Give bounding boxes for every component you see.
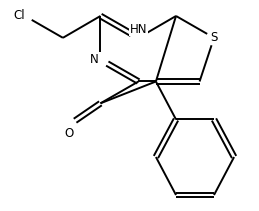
Text: Cl: Cl	[13, 9, 25, 23]
Text: N: N	[90, 53, 98, 66]
Text: O: O	[64, 127, 73, 140]
Text: HN: HN	[130, 23, 147, 36]
Text: S: S	[210, 31, 218, 44]
